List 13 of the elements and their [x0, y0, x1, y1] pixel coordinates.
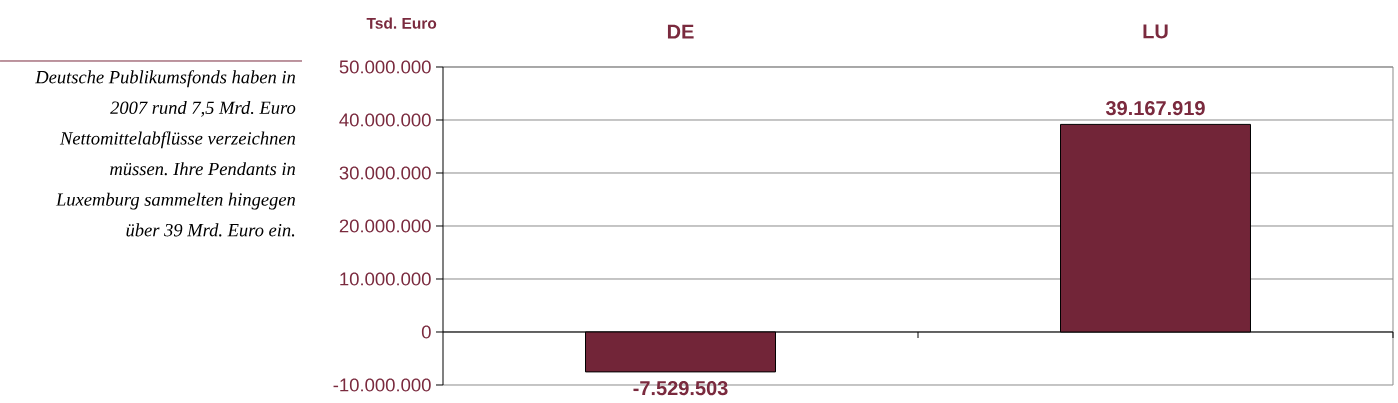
y-tick-label: 50.000.000: [339, 60, 431, 74]
x-tick-label: DE: [667, 24, 694, 39]
y-tick-label: 10.000.000: [340, 272, 431, 286]
y-tick-label: 0: [421, 325, 431, 339]
data-label: 39.167.919: [1105, 101, 1205, 116]
y-tick-label: -10.000.000: [333, 378, 431, 392]
y-tick-label: 20.000.000: [339, 219, 431, 233]
y-tick-label: 40.000.000: [339, 113, 431, 127]
y-tick-label: 30.000.000: [339, 166, 431, 180]
x-tick-label: LU: [1143, 24, 1168, 39]
data-label: -7.529.503: [633, 381, 728, 396]
text: Deutsche Publikumsfonds haben in 2007 rund 7,5 Mrd. Euro Nettomittelabflüsse verzeichnen müssen. Ihre Pendants in Luxemburg sammelten hingegen über 39 Mrd. Euro ein.: [35, 70, 296, 237]
y-axis-title: Tsd. Euro: [366, 17, 437, 29]
